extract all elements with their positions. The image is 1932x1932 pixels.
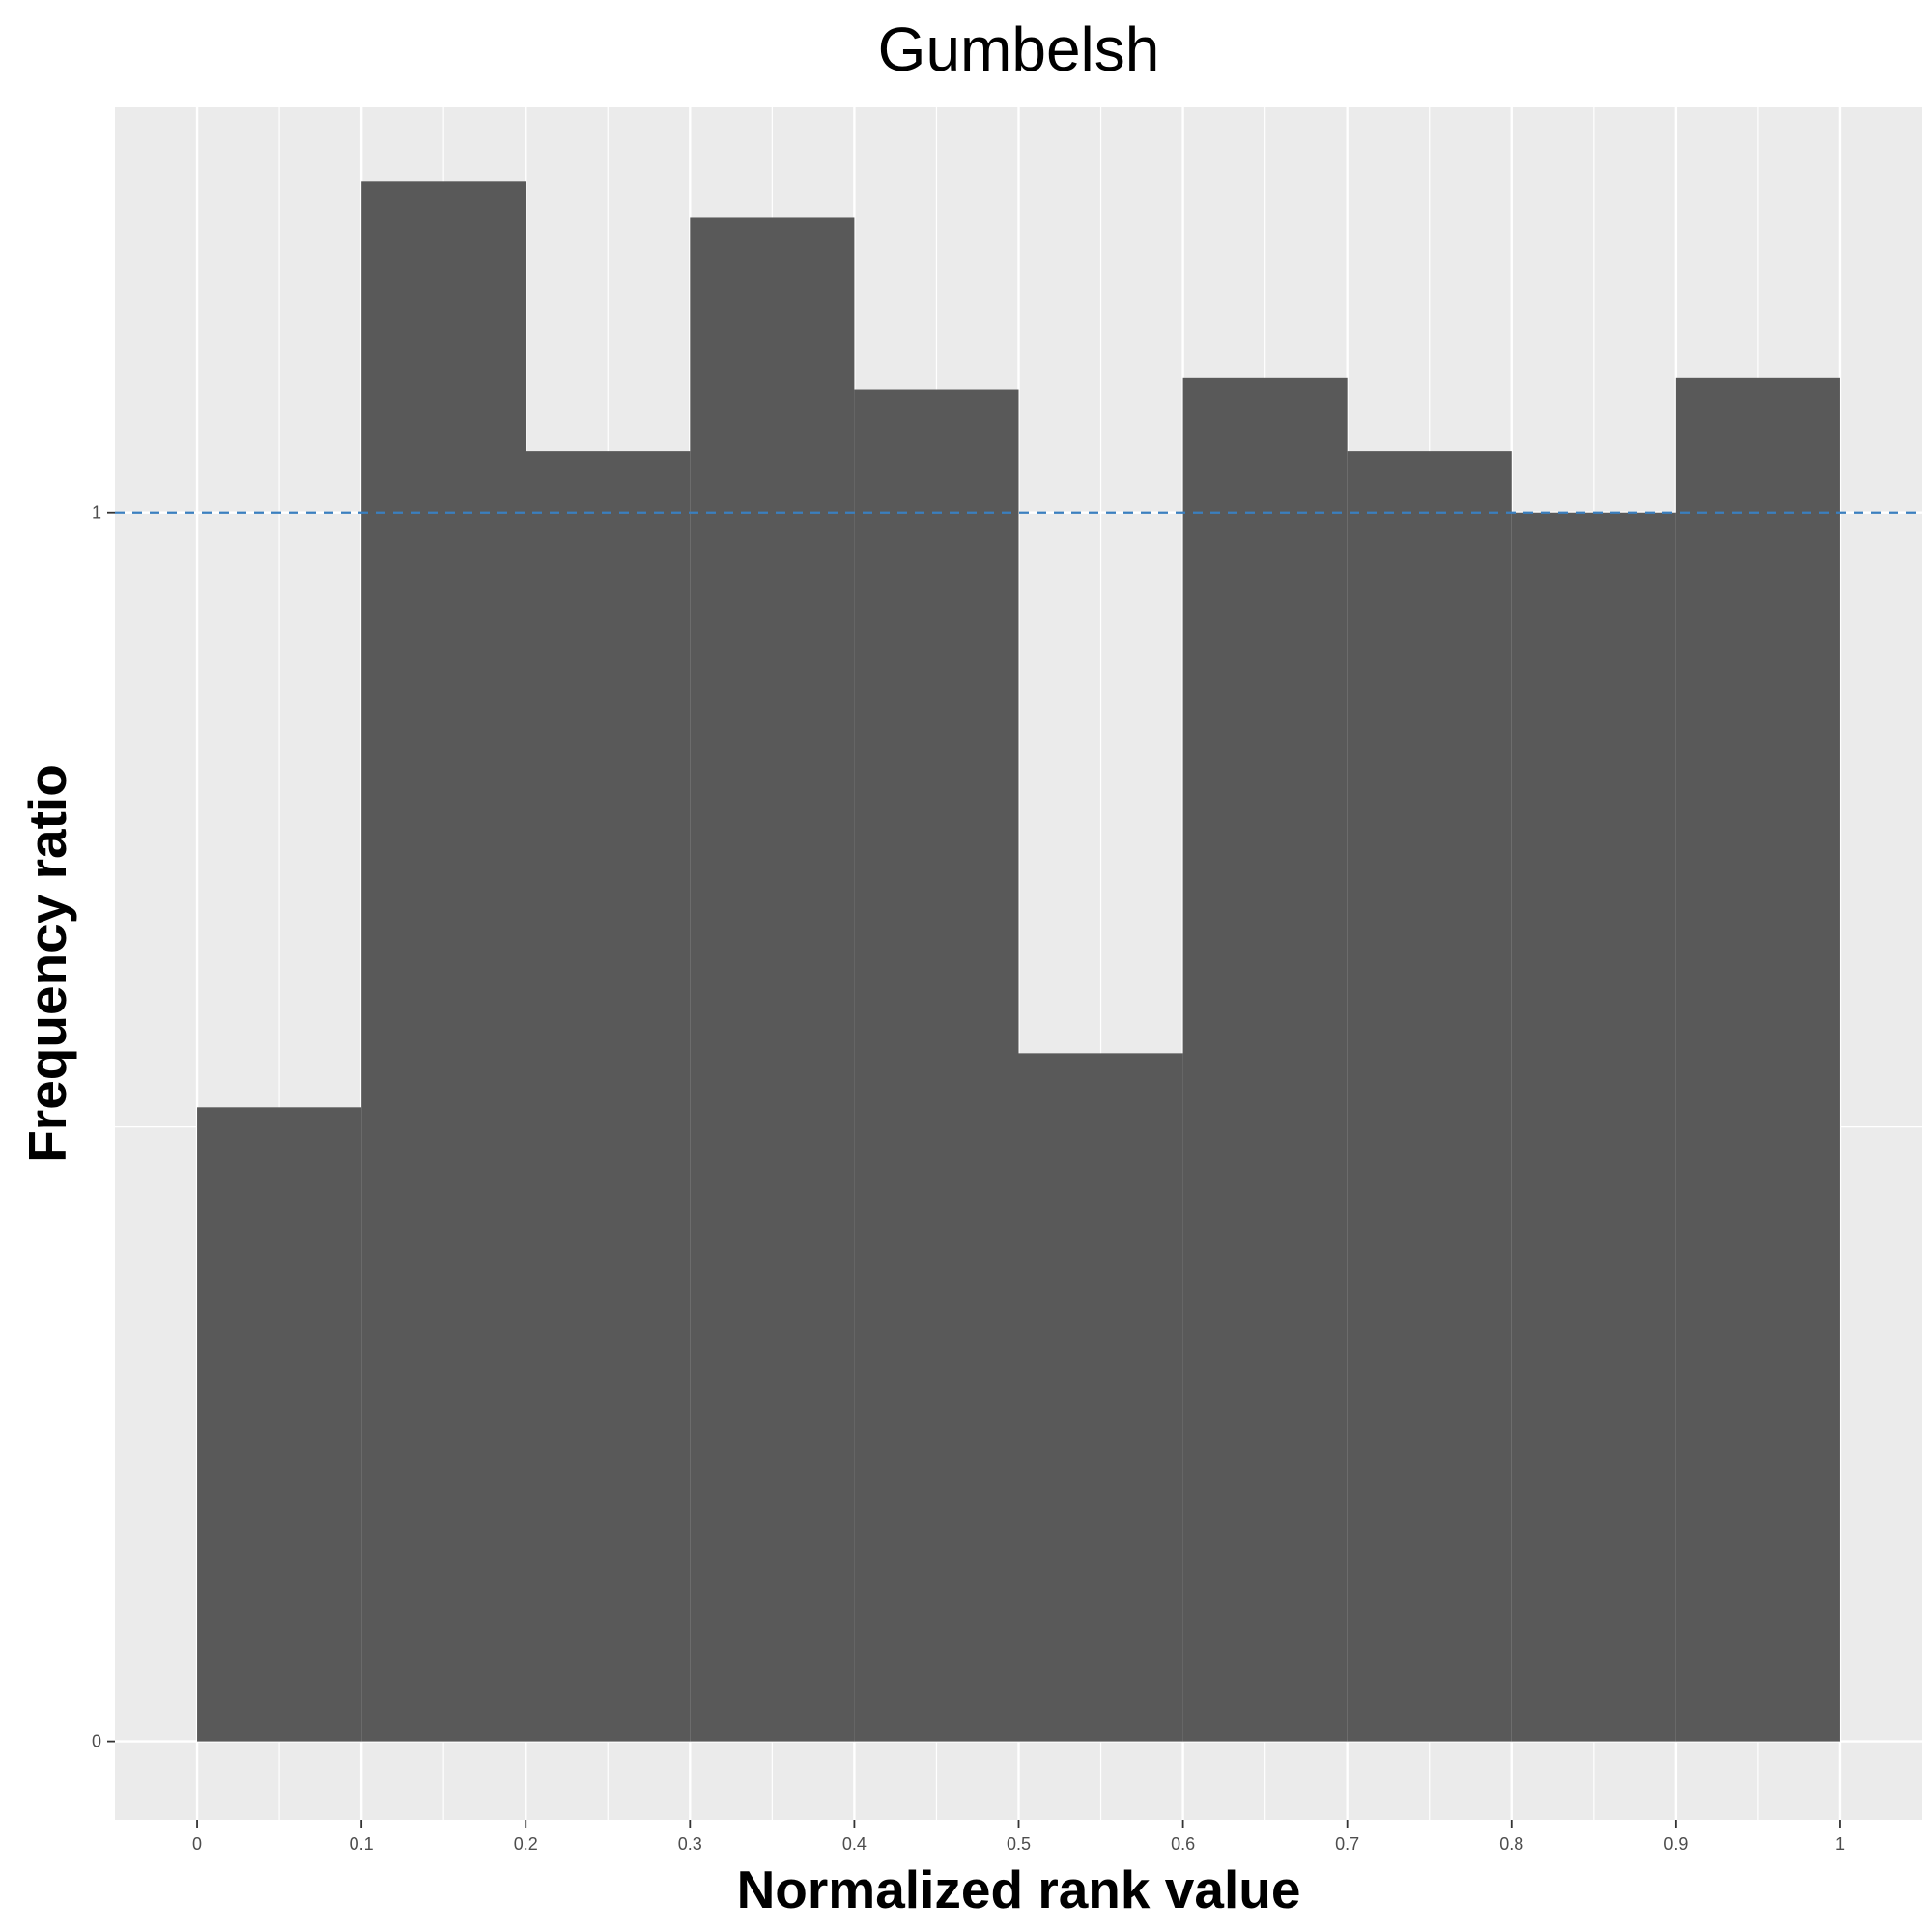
x-tick-label: 0.4: [842, 1834, 867, 1854]
x-tick-label: 0.9: [1663, 1834, 1688, 1854]
x-axis-title: Normalized rank value: [737, 1860, 1301, 1919]
x-tick-label: 0.3: [678, 1834, 702, 1854]
x-tick-label: 0: [192, 1834, 202, 1854]
y-tick-label: 0: [92, 1732, 101, 1751]
histogram-bar: [1675, 377, 1840, 1742]
histogram-bar: [1347, 451, 1512, 1742]
histogram-bar: [361, 181, 526, 1742]
x-tick-label: 0.1: [350, 1834, 374, 1854]
histogram-bar: [1511, 512, 1676, 1742]
x-tick-label: 1: [1835, 1834, 1845, 1854]
x-tick-label: 0.8: [1499, 1834, 1523, 1854]
histogram-bar: [1182, 377, 1348, 1742]
y-axis-ticks: 01: [92, 503, 115, 1751]
x-tick-label: 0.5: [1007, 1834, 1031, 1854]
histogram-bar: [197, 1107, 362, 1742]
chart-title: Gumbelsh: [878, 14, 1160, 84]
histogram-bar: [690, 217, 855, 1742]
histogram-bar: [526, 451, 691, 1742]
histogram-bars: [197, 181, 1840, 1742]
histogram-bar: [854, 389, 1019, 1742]
x-tick-label: 0.6: [1171, 1834, 1195, 1854]
y-tick-label: 1: [92, 503, 101, 523]
x-axis-ticks: 0 0.1 0.2 0.3 0.4 0.5 0.6 0.7 0.8 0.9 1: [192, 1820, 1845, 1854]
y-axis-title: Frequency ratio: [17, 764, 77, 1163]
histogram-bar: [1018, 1053, 1183, 1742]
x-tick-label: 0.7: [1335, 1834, 1359, 1854]
x-tick-label: 0.2: [514, 1834, 538, 1854]
